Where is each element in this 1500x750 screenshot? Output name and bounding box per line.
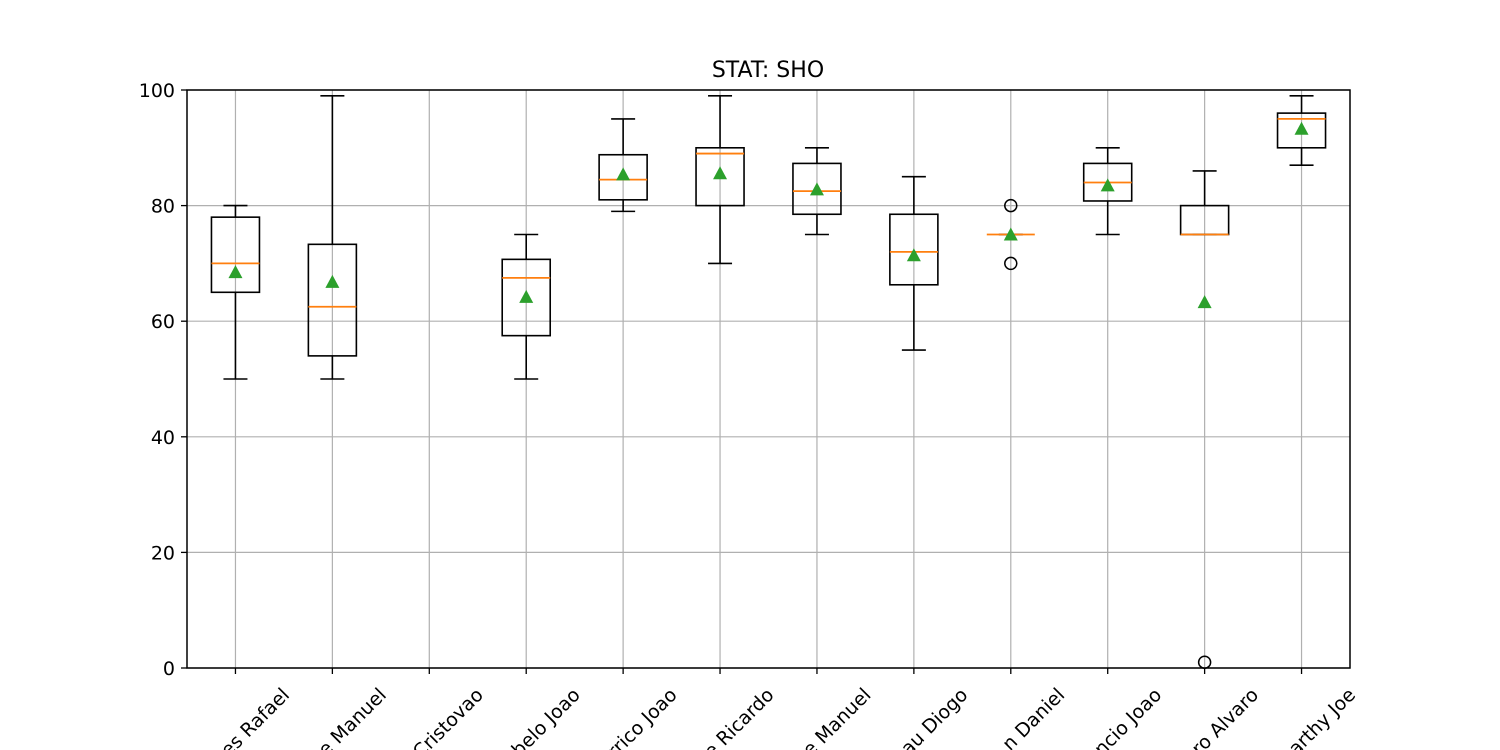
iqr-box — [210, 216, 261, 294]
box-5 — [598, 118, 648, 213]
x-tick-label: e Manuel — [799, 684, 876, 750]
x-tick-label: ro Alvaro — [1187, 684, 1263, 750]
x-tick-label: belo Joao — [508, 684, 585, 750]
y-tick-label: 20 — [151, 542, 175, 564]
iqr-box — [695, 147, 745, 207]
x-tick-label: e Manuel — [314, 684, 391, 750]
x-tick-label: ncio Joao — [1090, 684, 1166, 750]
box-2 — [307, 94, 358, 380]
y-tick-label: 60 — [151, 311, 175, 333]
mean-marker — [1100, 178, 1115, 192]
chart-title: STAT: SHO — [712, 58, 824, 83]
mean-marker — [713, 166, 728, 180]
plot-frame — [186, 89, 1351, 669]
x-tick-label: n Daniel — [998, 684, 1069, 750]
x-tick-label: eau Diogo — [889, 684, 973, 750]
box-10 — [1082, 147, 1133, 236]
x-tick-label: rrico Joao — [603, 684, 682, 750]
iqr-box — [307, 243, 358, 357]
box-6 — [695, 94, 745, 265]
iqr-box — [889, 213, 939, 286]
box-4 — [501, 233, 552, 380]
mean-marker — [809, 182, 824, 196]
box-1 — [210, 204, 261, 380]
y-tick-label: 100 — [139, 80, 175, 102]
iqr-box — [792, 162, 842, 216]
box-7 — [792, 147, 842, 236]
outlier-point — [1004, 256, 1018, 271]
mean-marker — [1197, 295, 1212, 309]
box-series — [210, 94, 1327, 669]
box-12 — [1276, 94, 1327, 166]
mean-marker — [519, 289, 534, 303]
mean-marker — [325, 274, 340, 288]
outlier-point — [1004, 198, 1018, 213]
x-tick-label: es Rafael — [217, 684, 294, 750]
y-tick-label: 0 — [163, 658, 175, 680]
box-8 — [889, 175, 939, 351]
box-9 — [986, 198, 1035, 271]
iqr-box — [1276, 112, 1327, 149]
mean-marker — [906, 248, 921, 262]
y-tick-label: 40 — [151, 427, 175, 449]
x-tick-label: Cristovao — [409, 684, 488, 750]
mean-marker — [616, 167, 631, 181]
mean-marker — [1294, 121, 1309, 135]
grid-lines — [187, 89, 1350, 669]
x-tick-label: arthy Joe — [1284, 684, 1360, 750]
mean-marker — [228, 265, 243, 279]
axes: 0 20 40 60 80 100 es Rafael e Manuel Cristovao be… — [139, 80, 1360, 750]
x-tick-label: e Ricardo — [700, 684, 779, 750]
mean-marker — [1003, 227, 1018, 241]
iqr-box — [501, 258, 552, 337]
iqr-box — [598, 153, 648, 201]
y-tick-label: 80 — [151, 196, 175, 218]
